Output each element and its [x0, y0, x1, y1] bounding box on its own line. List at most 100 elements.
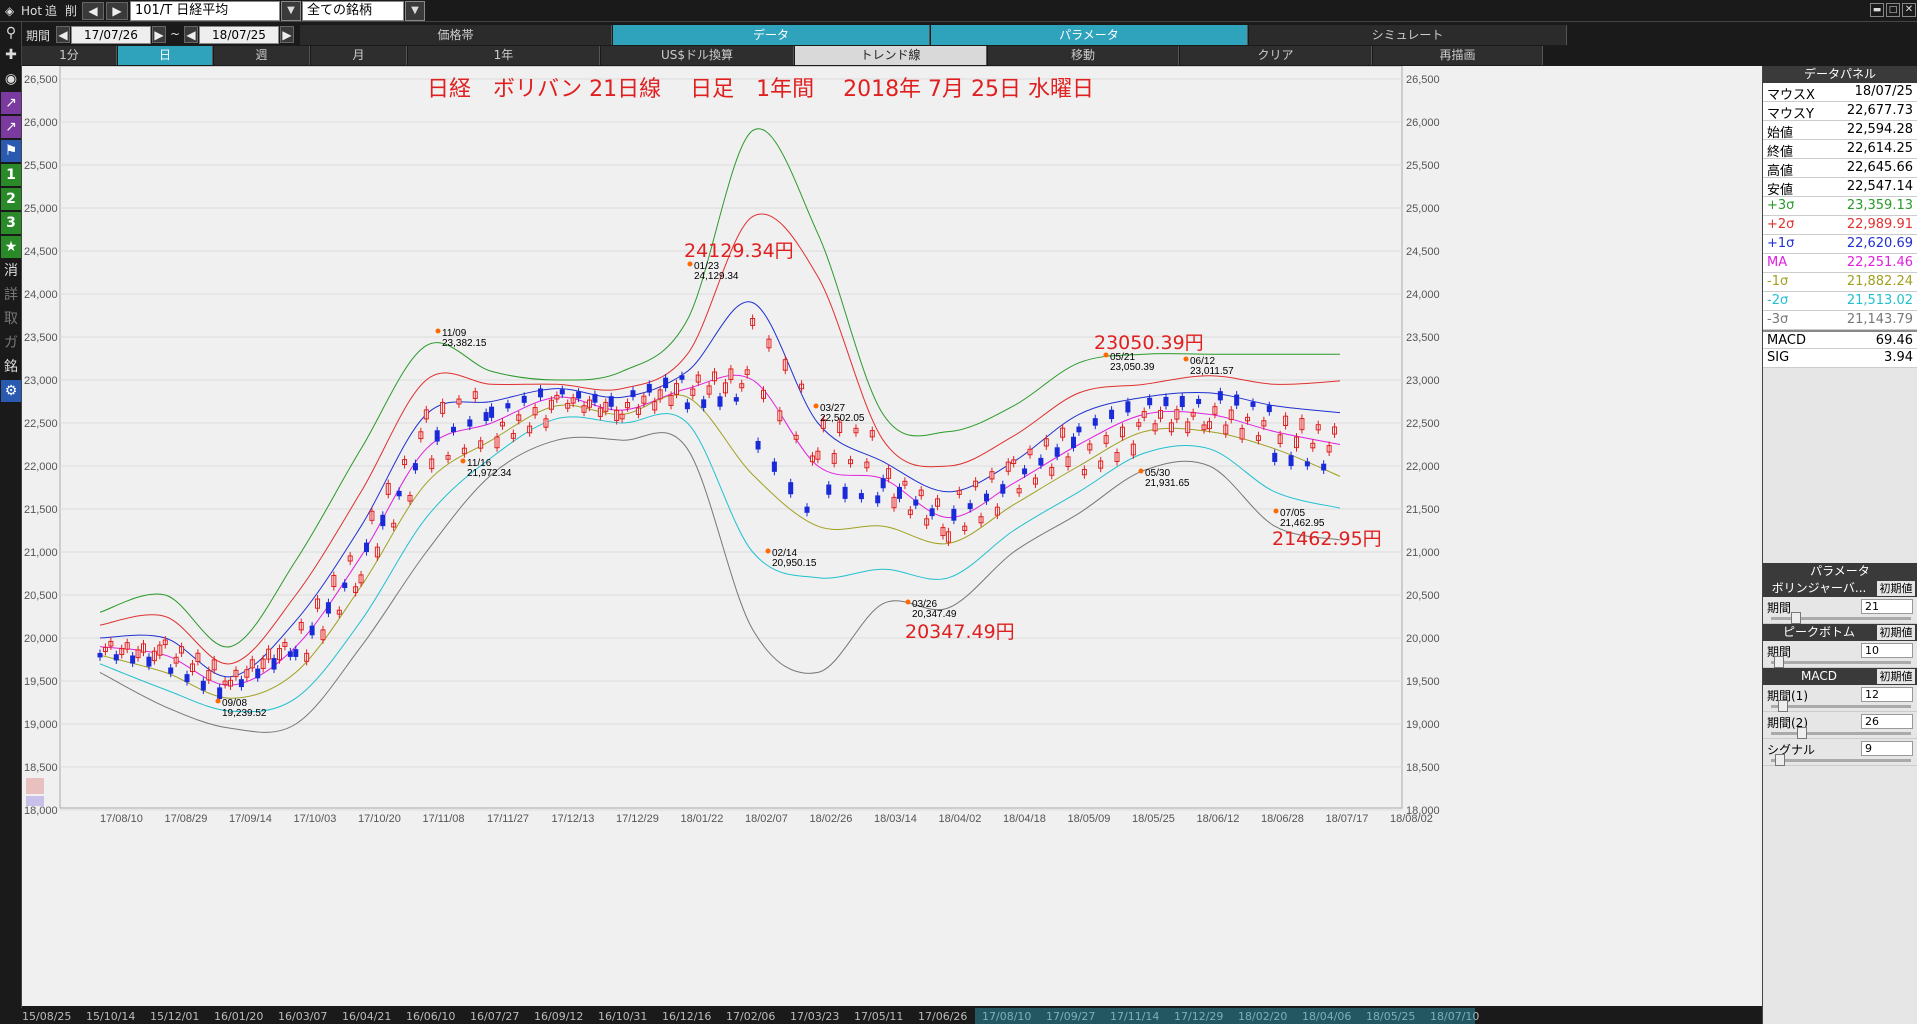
y-tick-right: 24,000 — [1406, 289, 1440, 301]
param-value-field[interactable]: 21 — [1861, 599, 1913, 614]
tab-3[interactable]: シミュレート — [1249, 25, 1567, 45]
mode-button-3[interactable]: 月 — [311, 46, 407, 65]
mini-chart-alt-icon[interactable] — [26, 796, 44, 806]
y-tick-left: 19,500 — [24, 676, 58, 688]
x-tick: 17/12/13 — [552, 813, 595, 825]
trade-button[interactable]: 取 — [4, 311, 18, 327]
universe-select[interactable]: 全ての銘柄 — [302, 1, 404, 21]
bulb-icon[interactable]: ◈ — [5, 4, 15, 18]
period-to-prev-icon[interactable]: ◀ — [184, 26, 198, 43]
prev-symbol-button[interactable]: ◀ — [82, 2, 104, 20]
y-tick-left: 21,000 — [24, 547, 58, 559]
erase-button[interactable]: 消 — [4, 263, 18, 279]
slider-knob[interactable] — [1777, 700, 1788, 712]
timeline-scrollbar[interactable]: 15/08/25 15/10/14 15/12/01 16/01/20 16/03/07… — [0, 1008, 1917, 1024]
timeline-label: 16/10/31 — [598, 1010, 648, 1023]
timeline-label: 17/12/29 — [1174, 1010, 1224, 1023]
period-from-field[interactable]: 17/07/26 — [71, 26, 151, 44]
slider-track[interactable] — [1771, 759, 1911, 762]
slider-track[interactable] — [1771, 732, 1911, 735]
x-tick: 18/04/18 — [1003, 813, 1046, 825]
layout-3-button[interactable]: 3 — [1, 212, 21, 234]
x-tick: 17/11/08 — [423, 813, 465, 825]
peak-callout: 20347.49円 — [905, 621, 1015, 643]
star-icon[interactable]: ★ — [1, 236, 21, 258]
next-symbol-button[interactable]: ▶ — [106, 2, 128, 20]
period-from-prev-icon[interactable]: ◀ — [56, 26, 70, 43]
chart-line-icon[interactable]: ↗ — [1, 92, 21, 114]
peak-marker — [813, 403, 819, 409]
close-icon[interactable]: ✕ — [1902, 3, 1916, 17]
slider-track[interactable] — [1771, 705, 1911, 708]
mini-chart-icon[interactable] — [26, 778, 44, 794]
crosshair-icon[interactable]: ✚ — [5, 47, 17, 63]
slider-track[interactable] — [1771, 617, 1911, 620]
chart-line-alt-icon[interactable]: ↗ — [1, 116, 21, 138]
peak-value: 20,347.49 — [912, 609, 957, 620]
slider-knob[interactable] — [1773, 656, 1784, 668]
chart-panel[interactable]: 26,500 26,500 26,000 26,000 25,500 25,500 25,0… — [22, 66, 1762, 1006]
plot-area — [59, 66, 1403, 809]
mode-button-4[interactable]: 1年 — [408, 46, 600, 65]
layout-2-button[interactable]: 2 — [1, 188, 21, 210]
slider-knob[interactable] — [1774, 754, 1785, 766]
tab-1[interactable]: データ — [613, 25, 930, 45]
mode-button-5[interactable]: US$ドル換算 — [601, 46, 794, 65]
add-button[interactable]: 追 — [45, 4, 58, 18]
peak-value: 21,972.34 — [467, 468, 512, 479]
delete-button[interactable]: 削 — [65, 4, 78, 18]
reset-button[interactable]: 初期値 — [1877, 669, 1915, 684]
stock-button[interactable]: 銘 — [4, 359, 18, 375]
tab-2[interactable]: パラメータ — [931, 25, 1248, 45]
param-slider-row: 期間 21 — [1763, 597, 1917, 624]
reset-button[interactable]: 初期値 — [1877, 625, 1915, 640]
detail-button[interactable]: 詳 — [4, 287, 18, 303]
timeline-label: 17/09/27 — [1046, 1010, 1096, 1023]
data-value: 18/07/25 — [1854, 84, 1913, 99]
peak-value: 24,129.34 — [694, 271, 739, 282]
param-slider-row: 期間(2) 26 — [1763, 712, 1917, 739]
period-toolbar: 期間 ◀ 17/07/26 ▶ ~ ◀ 18/07/25 ▶ 価格帯 データ パラメ… — [0, 24, 1917, 45]
mode-button-8[interactable]: クリア — [1180, 46, 1372, 65]
hot-button[interactable]: Hot — [21, 4, 43, 18]
tab-0[interactable]: 価格帯 — [300, 25, 612, 45]
param-value-field[interactable]: 10 — [1861, 643, 1913, 658]
data-value: 22,547.14 — [1846, 179, 1913, 194]
slider-knob[interactable] — [1797, 727, 1807, 739]
candlestick-chart[interactable]: 26,500 26,500 26,000 26,000 25,500 25,500 25,0… — [22, 66, 1762, 1006]
param-value-field[interactable]: 12 — [1861, 687, 1913, 702]
search-icon[interactable]: ⚲ — [5, 25, 17, 41]
mode-button-0[interactable]: 1分 — [22, 46, 117, 65]
symbol-dropdown-icon[interactable]: ▼ — [281, 1, 301, 21]
period-to-field[interactable]: 18/07/25 — [199, 26, 279, 44]
peak-value: 23,050.39 — [1110, 362, 1155, 373]
mode-button-9[interactable]: 再描画 — [1373, 46, 1543, 65]
data-row: -3σ 21,143.79 — [1763, 311, 1917, 330]
param-value-field[interactable]: 9 — [1861, 741, 1913, 756]
gear-icon[interactable]: ⚙ — [1, 380, 21, 402]
symbol-input[interactable]: 101/T 日経平均 — [130, 1, 280, 21]
timeline-label: 15/10/14 — [86, 1010, 136, 1023]
reset-button[interactable]: 初期値 — [1877, 581, 1915, 596]
guide-button[interactable]: ガ — [4, 335, 18, 351]
timeline-window[interactable] — [975, 1008, 1475, 1024]
param-value-field[interactable]: 26 — [1861, 714, 1913, 729]
slider-knob[interactable] — [1790, 612, 1801, 624]
slider-track[interactable] — [1771, 661, 1911, 664]
flag-icon[interactable]: ⚑ — [1, 140, 21, 162]
layout-1-button[interactable]: 1 — [1, 164, 21, 186]
mode-button-2[interactable]: 週 — [214, 46, 310, 65]
camera-icon[interactable]: ◉ — [4, 71, 18, 87]
mode-button-7[interactable]: 移動 — [988, 46, 1179, 65]
peak-marker — [1183, 356, 1189, 362]
period-to-next-icon[interactable]: ▶ — [280, 26, 294, 43]
universe-dropdown-icon[interactable]: ▼ — [405, 1, 425, 21]
data-row: 終値 22,614.25 — [1763, 140, 1917, 160]
mode-button-1[interactable]: 日 — [118, 46, 213, 65]
mode-button-6[interactable]: トレンド線 — [795, 46, 987, 65]
timeline-label: 16/07/27 — [470, 1010, 520, 1023]
period-from-next-icon[interactable]: ▶ — [152, 26, 166, 43]
minimize-icon[interactable]: ▬ — [1870, 3, 1884, 17]
data-panel-title: データパネル — [1763, 66, 1917, 83]
maximize-icon[interactable]: □ — [1886, 3, 1900, 17]
